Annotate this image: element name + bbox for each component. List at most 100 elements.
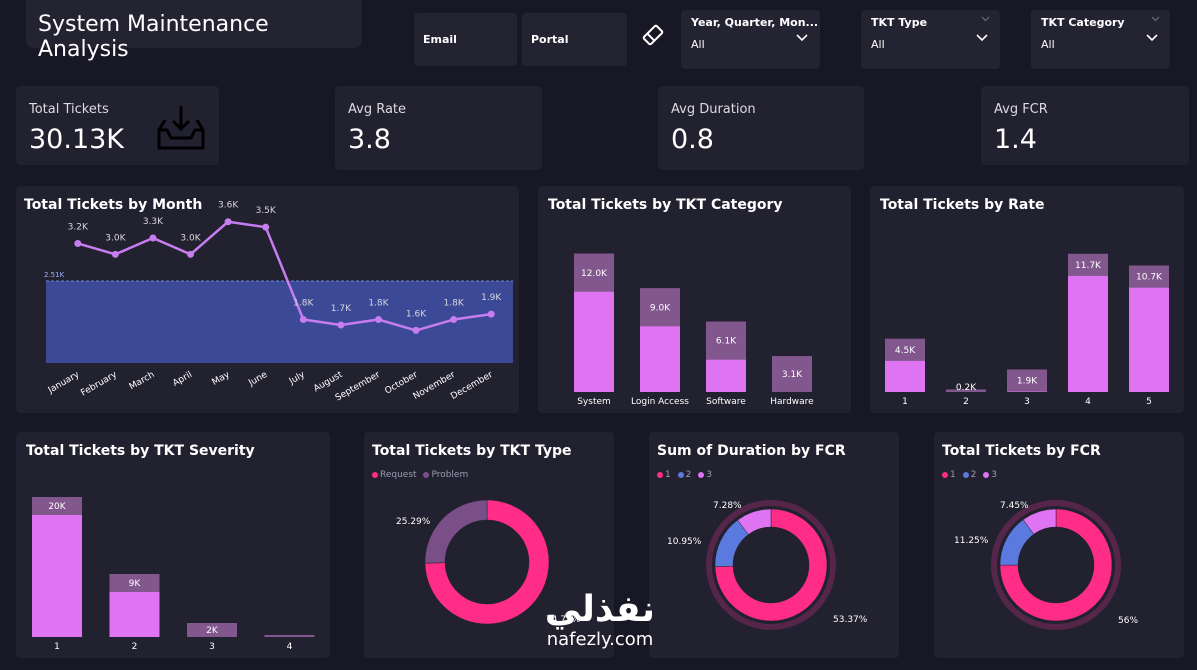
chevron-down-icon[interactable] [1146, 34, 1158, 42]
x-tick-label: April [171, 370, 194, 389]
data-label: 1.8K [368, 299, 389, 309]
legend-dot [983, 471, 990, 478]
bar-cap [32, 497, 82, 515]
donut-slice [424, 499, 488, 564]
data-label: 10.7K [1136, 273, 1163, 283]
chart-title: Total Tickets by Rate [880, 197, 1045, 213]
bar-cap [885, 338, 925, 361]
data-point [487, 310, 495, 318]
data-point [412, 326, 420, 334]
data-label: 3.3K [143, 217, 164, 227]
kpi-avg-rate: Avg Rate 3.8 [335, 86, 542, 170]
legend-label: 1 [950, 470, 956, 480]
chart-title: Sum of Duration by FCR [657, 443, 846, 459]
data-label: 9K [129, 579, 142, 589]
slice-label: 7.28% [713, 501, 742, 511]
kpi-value: 30.13K [29, 124, 125, 155]
legend-label: Request [380, 470, 417, 480]
bar [32, 497, 82, 637]
chart-title: Total Tickets by TKT Severity [26, 443, 255, 459]
bar-cap [640, 288, 680, 327]
bar-chart: 20K 1 9K 2 2K 3 4 [32, 497, 315, 652]
data-label: 3.2K [68, 222, 89, 232]
slicer-tkt-type-label: TKT Type [871, 16, 928, 29]
chart-card-duration-by-fcr: Sum of Duration by FCR 1 2 3 53.37% 10.95… [649, 432, 899, 658]
data-label: 1.8K [293, 299, 314, 309]
legend-label: 1 [665, 470, 671, 480]
eraser-icon[interactable] [640, 22, 666, 48]
x-tick-label: 3 [1024, 397, 1030, 407]
kpi-value: 3.8 [348, 124, 391, 155]
slicer-period[interactable]: Year, Quarter, Mon... All [681, 10, 820, 69]
donut-slice [737, 508, 772, 535]
email-button[interactable]: Email [414, 13, 517, 66]
legend-label: 2 [685, 470, 692, 480]
legend-dot [942, 471, 948, 478]
slicer-period-value: All [691, 38, 705, 51]
legend-dot [423, 471, 430, 478]
x-tick-label: December [449, 370, 495, 402]
chevron-down-icon[interactable] [976, 34, 988, 42]
bar-chart: 4.5K 1 0.2K 2 1.9K 3 11.7K 4 10.7K 5 [885, 253, 1169, 407]
kpi-total-tickets: Total Tickets 30.13K [16, 86, 219, 165]
chart-card-tickets-by-rate: Total Tickets by Rate 4.5K 1 0.2K 2 1.9K 3 11.… [870, 186, 1184, 413]
x-tick-label: 1 [902, 397, 908, 407]
bar-cap [264, 635, 315, 637]
kpi-value: 1.4 [994, 124, 1037, 155]
kpi-label: Avg Rate [348, 102, 407, 117]
data-label: 20K [48, 502, 66, 512]
chevron-down-small-icon [981, 16, 990, 22]
legend-dot [962, 471, 969, 478]
chevron-down-small-icon [1151, 16, 1160, 22]
data-point [111, 250, 119, 258]
chart-title: Total Tickets by TKT Type [372, 443, 572, 459]
chevron-down-icon[interactable] [796, 34, 808, 42]
bar-cap [772, 356, 812, 392]
email-button-label: Email [423, 33, 457, 46]
data-label: 3.6K [218, 201, 239, 211]
data-label: 3.0K [105, 233, 126, 243]
kpi-label: Avg Duration [671, 102, 756, 117]
donut-outer-ring [706, 500, 836, 630]
reference-band [46, 280, 513, 363]
data-point [224, 218, 232, 226]
bar-cap [109, 574, 160, 592]
slicer-tkt-category-label: TKT Category [1041, 16, 1125, 29]
x-tick-label: 4 [1085, 397, 1091, 407]
page-title: System Maintenance Analysis [38, 12, 269, 62]
data-label: 4.5K [895, 346, 916, 356]
x-tick-label: 2 [963, 397, 969, 407]
x-tick-label: System [577, 397, 611, 407]
data-label: 3.1K [782, 370, 803, 380]
x-tick-label: 1 [54, 642, 60, 652]
data-point [262, 223, 270, 231]
legend: 1 2 3 [942, 470, 997, 480]
slicer-tkt-type[interactable]: TKT Type All [861, 10, 1000, 69]
data-point [299, 316, 307, 324]
portal-button[interactable]: Portal [522, 13, 627, 66]
data-point [74, 239, 82, 247]
chart-title: Total Tickets by FCR [942, 443, 1101, 459]
chart-title: Total Tickets by Month [24, 197, 203, 213]
data-label: 6.1K [716, 337, 737, 347]
kpi-avg-duration: Avg Duration 0.8 [658, 86, 864, 170]
donut-chart: 74.71% 25.29% [396, 499, 581, 625]
donut-outer-ring [991, 500, 1121, 630]
legend: 1 2 3 [657, 470, 712, 480]
x-tick-label: Hardware [770, 397, 814, 407]
data-label: 9.0K [650, 303, 671, 313]
portal-button-label: Portal [531, 33, 569, 46]
inbox-download-icon [157, 106, 205, 150]
bar-cap [1068, 253, 1108, 276]
x-tick-label: May [211, 370, 233, 388]
donut-slice [714, 508, 828, 622]
legend-dot [372, 471, 378, 478]
legend-label: 3 [991, 470, 997, 480]
data-point [187, 250, 195, 258]
x-tick-label: Login Access [631, 397, 689, 407]
slice-label: 53.37% [833, 615, 868, 625]
donut-slice [999, 508, 1113, 622]
slicer-tkt-category[interactable]: TKT Category All [1031, 10, 1170, 69]
data-point [337, 321, 345, 329]
donut-chart: 53.37% 10.95% 7.28% [667, 500, 868, 630]
